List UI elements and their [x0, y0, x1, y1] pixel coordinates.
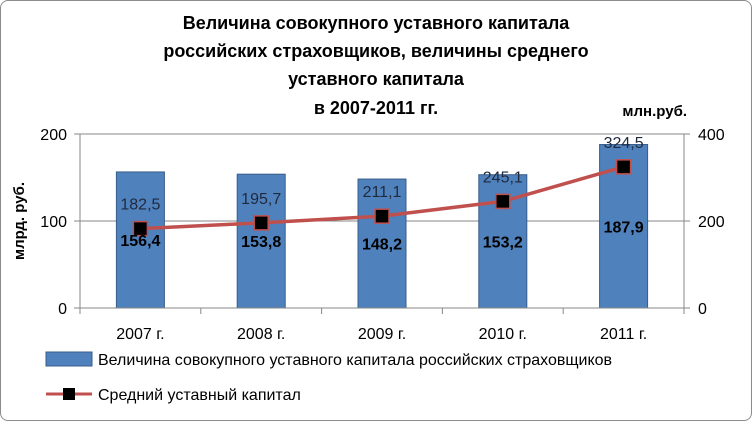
chart-title: Величина совокупного уставного капитала … — [163, 13, 588, 118]
right-axis-unit-label: млн.руб. — [622, 103, 687, 120]
bar-data-label: 148,2 — [362, 237, 402, 254]
line-data-label: 195,7 — [241, 191, 281, 208]
line-point — [374, 208, 390, 224]
bar — [115, 171, 165, 309]
left-axis-tick-label: 200 — [40, 127, 67, 144]
legend-bar-swatch — [45, 351, 93, 367]
bar-data-label: 153,8 — [241, 234, 281, 251]
x-axis-tick-label: 2007 г. — [116, 326, 164, 343]
legend-line-marker — [63, 388, 75, 400]
right-axis-tick-label: 0 — [698, 301, 707, 318]
chart-title-line-1: Величина совокупного уставного капитала — [183, 13, 571, 33]
line-point — [495, 193, 511, 210]
bar-data-label: 153,2 — [483, 234, 523, 251]
data-labels: 182,5 195,7 211,1 245,1 324,5 156,4 153,8 148,2… — [120, 135, 643, 254]
bar — [236, 173, 286, 309]
left-axis-tick-label: 0 — [58, 301, 67, 318]
left-axis-tick-label: 100 — [40, 214, 67, 231]
x-axis-tick-label: 2008 г. — [237, 326, 285, 343]
chart-title-line-4: в 2007-2011 гг. — [314, 98, 438, 118]
bar-series — [115, 144, 649, 309]
axes: 0 100 200 0 200 400 2007 г. 2008 г. 2009 г. 2010 … — [40, 127, 725, 343]
line-point — [253, 215, 269, 231]
x-axis-tick-label: 2011 г. — [600, 326, 647, 343]
bar-data-label: 187,9 — [604, 219, 644, 236]
line-data-label: 324,5 — [604, 135, 644, 152]
x-axis-tick-label: 2010 г. — [479, 326, 527, 343]
chart-title-line-3: уставного капитала — [288, 69, 465, 89]
line-data-label: 245,1 — [483, 169, 523, 186]
legend-bar-label: Величина совокупного уставного капитала … — [98, 352, 612, 369]
line-point — [132, 220, 149, 237]
line-data-label: 182,5 — [120, 197, 160, 214]
line-series — [132, 159, 632, 237]
bar — [357, 178, 407, 309]
chart-title-line-2: российских страховщиков, величины средне… — [163, 41, 588, 61]
line-data-label: 211,1 — [363, 184, 402, 201]
right-axis-tick-label: 400 — [698, 127, 725, 144]
legend: Величина совокупного уставного капитала … — [45, 351, 612, 404]
legend-line-label: Средний уставный капитал — [98, 387, 301, 404]
x-axis-tick-label: 2009 г. — [358, 326, 406, 343]
bar-data-label: 156,4 — [120, 233, 160, 250]
left-axis-label: млрд. руб. — [11, 182, 28, 260]
line-point — [615, 159, 632, 175]
right-axis-tick-label: 200 — [698, 214, 725, 231]
